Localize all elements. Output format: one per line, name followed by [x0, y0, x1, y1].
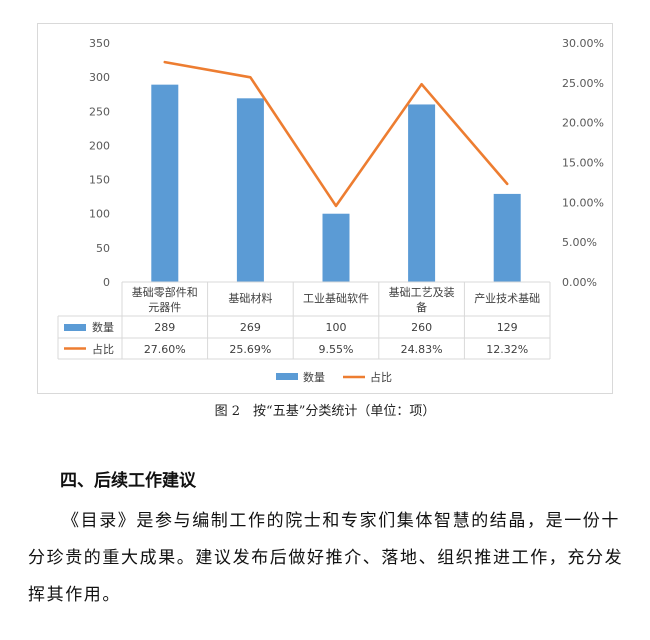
y-left-tick-label: 50 — [96, 242, 110, 255]
chart-container: 0 50 100 150 200 250 300 350 0.00% 5.00% 10.00% 15.… — [37, 23, 613, 394]
bar-数量 — [236, 98, 264, 282]
x-category-label: 元器件 — [148, 301, 181, 314]
data-label: 289 — [154, 321, 175, 334]
data-label: 100 — [326, 321, 347, 334]
x-category-label: 基础工艺及装 — [389, 286, 455, 299]
y-right-tick-label: 0.00% — [562, 276, 597, 289]
data-label: 12.32% — [486, 343, 528, 356]
y-left-tick-label: 250 — [89, 105, 110, 118]
y-left-tick-label: 100 — [89, 208, 110, 221]
data-label: 24.83% — [401, 343, 443, 356]
y-left-tick-label: 350 — [89, 37, 110, 50]
legend-label: 占比 — [370, 370, 392, 384]
y-right-tick-label: 15.00% — [562, 157, 604, 170]
y-right-tick-label: 10.00% — [562, 196, 604, 209]
y-left-tick-label: 0 — [103, 276, 110, 289]
bar-数量 — [408, 104, 436, 282]
y-left-tick-label: 200 — [89, 139, 110, 152]
y-right-tick-label: 20.00% — [562, 117, 604, 130]
table-row-header: 数量 — [92, 321, 114, 334]
bar-数量 — [322, 213, 350, 282]
data-label: 27.60% — [144, 343, 186, 356]
body-paragraph: 《目录》是参与编制工作的院士和专家们集体智慧的结晶，是一份十分珍贵的重大成果。建… — [28, 511, 624, 605]
table-row-header: 占比 — [92, 342, 114, 356]
data-label: 25.69% — [229, 343, 271, 356]
bar-数量 — [151, 84, 179, 282]
figure-caption: 图 2 按“五基”分类统计（单位：项） — [214, 404, 436, 419]
data-label: 129 — [497, 321, 518, 334]
x-category-label: 工业基础软件 — [303, 291, 369, 305]
legend-label: 数量 — [303, 371, 325, 384]
data-label: 260 — [411, 321, 432, 334]
table-key-数量 — [64, 324, 86, 331]
y-right-tick-label: 25.00% — [562, 77, 604, 90]
x-category-label: 基础零部件和 — [132, 285, 198, 299]
y-right-tick-label: 5.00% — [562, 236, 597, 249]
chart-svg: 0 50 100 150 200 250 300 350 0.00% 5.00% 10.00% 15.… — [57, 37, 604, 384]
x-category-label: 备 — [416, 300, 427, 314]
y-right-tick-label: 30.00% — [562, 37, 604, 50]
y-left-tick-label: 150 — [89, 174, 110, 187]
y-left-tick-label: 300 — [89, 71, 110, 84]
section-heading: 四、后续工作建议 — [60, 471, 196, 491]
data-label: 9.55% — [319, 343, 354, 356]
line-占比 — [163, 60, 509, 208]
x-category-label: 产业技术基础 — [474, 291, 540, 305]
x-category-label: 基础材料 — [228, 291, 272, 305]
bar-数量 — [493, 193, 521, 282]
data-label: 269 — [240, 321, 261, 334]
legend-key-数量 — [276, 373, 298, 380]
